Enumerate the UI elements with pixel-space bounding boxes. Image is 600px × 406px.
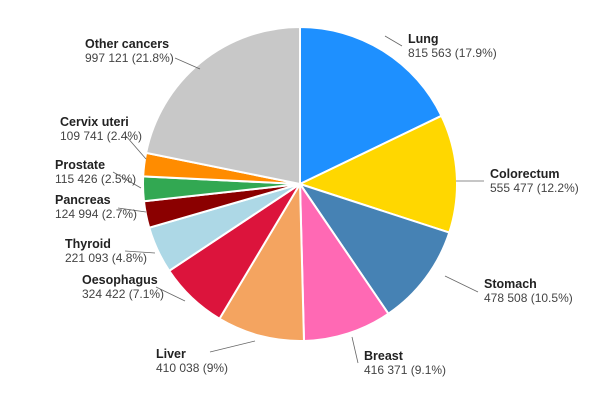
slice-label-thyroid: Thyroid: [65, 237, 111, 251]
slice-label-other-cancers: Other cancers: [85, 37, 169, 51]
pie-slice-breast: [298, 180, 390, 342]
pie-slice-colorectum: [297, 114, 459, 234]
slice-label-liver: Liver: [156, 347, 186, 361]
leader-line-lung: [384, 35, 403, 47]
slice-value-prostate: 115 426 (2.5%): [55, 172, 136, 186]
slice-label-pancreas: Pancreas: [55, 193, 111, 207]
leader-line-prostate: [112, 171, 142, 189]
pie-slice-liver: [218, 180, 306, 342]
slice-value-lung: 815 563 (17.9%): [408, 46, 497, 60]
slice-value-colorectum: 555 477 (12.2%): [490, 181, 579, 195]
pie-slices: [142, 25, 459, 342]
slice-value-breast: 416 371 (9.1%): [364, 363, 446, 377]
leader-line-cervix-uteri: [125, 135, 147, 160]
slice-label-prostate: Prostate: [55, 158, 105, 172]
leader-line-breast: [351, 336, 359, 364]
slice-value-pancreas: 124 994 (2.7%): [55, 207, 137, 221]
slice-value-cervix-uteri: 109 741 (2.4%): [60, 129, 142, 143]
slice-value-liver: 410 038 (9%): [156, 361, 228, 375]
leader-line-pancreas: [117, 207, 147, 213]
slice-label-oesophagus: Oesophagus: [82, 273, 158, 287]
pie-slice-stomach: [297, 182, 451, 316]
leader-line-stomach: [444, 275, 479, 293]
pie-slice-other-cancers: [144, 25, 301, 186]
slice-value-thyroid: 221 093 (4.8%): [65, 251, 147, 265]
slice-value-stomach: 478 508 (10.5%): [484, 291, 573, 305]
leader-line-thyroid: [124, 250, 156, 254]
slice-value-other-cancers: 997 121 (21.8%): [85, 51, 174, 65]
leader-line-liver: [209, 340, 256, 353]
slice-label-colorectum: Colorectum: [490, 167, 559, 181]
slice-label-stomach: Stomach: [484, 277, 537, 291]
slice-value-oesophagus: 324 422 (7.1%): [82, 287, 164, 301]
slice-label-breast: Breast: [364, 349, 404, 363]
leader-line-oesophagus: [155, 286, 186, 302]
slice-label-lung: Lung: [408, 32, 439, 46]
leader-lines: [112, 35, 484, 364]
slice-label-cervix-uteri: Cervix uteri: [60, 115, 129, 129]
leader-line-other-cancers: [174, 57, 201, 70]
pie-slice-lung: [299, 25, 443, 186]
